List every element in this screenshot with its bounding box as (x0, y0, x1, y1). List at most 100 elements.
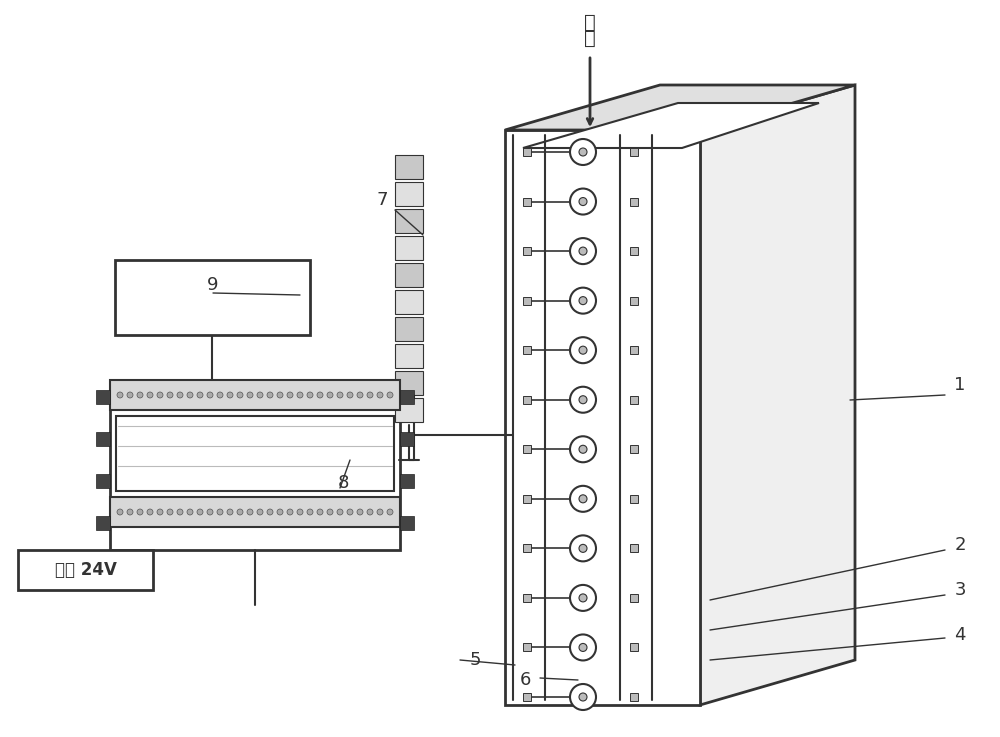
Text: 9: 9 (207, 276, 219, 294)
Circle shape (257, 392, 263, 398)
Circle shape (207, 392, 213, 398)
Bar (523, 495, 531, 503)
Bar (110, 380, 400, 550)
Circle shape (579, 445, 587, 453)
Text: 6: 6 (519, 671, 531, 689)
Bar (110, 380, 400, 410)
Bar (400, 474, 414, 488)
Bar (395, 371, 423, 395)
Bar (630, 296, 638, 304)
Circle shape (579, 148, 587, 156)
Bar (630, 693, 638, 701)
Circle shape (337, 392, 343, 398)
Circle shape (187, 392, 193, 398)
Circle shape (237, 509, 243, 515)
Bar (630, 495, 638, 503)
Circle shape (117, 509, 123, 515)
Circle shape (579, 693, 587, 701)
Text: 1: 1 (954, 376, 966, 394)
Bar (116, 416, 394, 491)
Circle shape (570, 139, 596, 165)
Circle shape (570, 387, 596, 413)
Circle shape (287, 509, 293, 515)
Circle shape (287, 392, 293, 398)
Circle shape (347, 509, 353, 515)
Circle shape (327, 509, 333, 515)
Text: 蔗: 蔗 (584, 13, 596, 32)
Circle shape (377, 392, 383, 398)
Bar (630, 148, 638, 156)
Circle shape (367, 509, 373, 515)
Circle shape (127, 392, 133, 398)
Bar (400, 390, 414, 404)
Circle shape (570, 684, 596, 710)
Bar (395, 398, 423, 422)
Bar (630, 247, 638, 255)
Circle shape (157, 509, 163, 515)
Bar (523, 594, 531, 602)
Polygon shape (505, 85, 855, 130)
Circle shape (277, 509, 283, 515)
Circle shape (387, 392, 393, 398)
Circle shape (137, 509, 143, 515)
Circle shape (297, 392, 303, 398)
Circle shape (570, 486, 596, 511)
Circle shape (317, 392, 323, 398)
Bar (630, 545, 638, 552)
Text: 3: 3 (954, 581, 966, 599)
Bar (523, 445, 531, 453)
Circle shape (157, 392, 163, 398)
Circle shape (579, 495, 587, 503)
Circle shape (267, 509, 273, 515)
Circle shape (297, 509, 303, 515)
Bar (523, 198, 531, 206)
Circle shape (227, 392, 233, 398)
Bar (110, 497, 400, 527)
Circle shape (579, 643, 587, 652)
Bar (523, 545, 531, 552)
Circle shape (570, 287, 596, 314)
Bar (630, 643, 638, 652)
Circle shape (247, 509, 253, 515)
Bar (395, 155, 423, 179)
Circle shape (357, 392, 363, 398)
Circle shape (257, 509, 263, 515)
Circle shape (377, 509, 383, 515)
Bar (395, 263, 423, 287)
Bar (395, 236, 423, 260)
Bar (115, 260, 310, 335)
Circle shape (579, 396, 587, 404)
Bar (630, 198, 638, 206)
Circle shape (217, 392, 223, 398)
Bar (395, 182, 423, 206)
Circle shape (327, 392, 333, 398)
Circle shape (177, 392, 183, 398)
Text: 4: 4 (954, 626, 966, 644)
Circle shape (570, 635, 596, 660)
Circle shape (137, 392, 143, 398)
Circle shape (579, 346, 587, 354)
Circle shape (387, 509, 393, 515)
Bar (523, 643, 531, 652)
Bar (400, 516, 414, 530)
Text: 2: 2 (954, 536, 966, 554)
Circle shape (570, 238, 596, 264)
Bar (523, 396, 531, 404)
Circle shape (307, 392, 313, 398)
Bar (523, 693, 531, 701)
Bar (96, 516, 110, 530)
Circle shape (147, 392, 153, 398)
Circle shape (277, 392, 283, 398)
Text: 渣: 渣 (584, 29, 596, 47)
Circle shape (217, 509, 223, 515)
Bar (96, 432, 110, 446)
Circle shape (579, 198, 587, 206)
Bar (96, 474, 110, 488)
Bar (18, 550, 153, 590)
Bar (395, 344, 423, 368)
Circle shape (117, 392, 123, 398)
Polygon shape (700, 85, 855, 705)
Circle shape (347, 392, 353, 398)
Bar (523, 247, 531, 255)
Circle shape (570, 535, 596, 562)
